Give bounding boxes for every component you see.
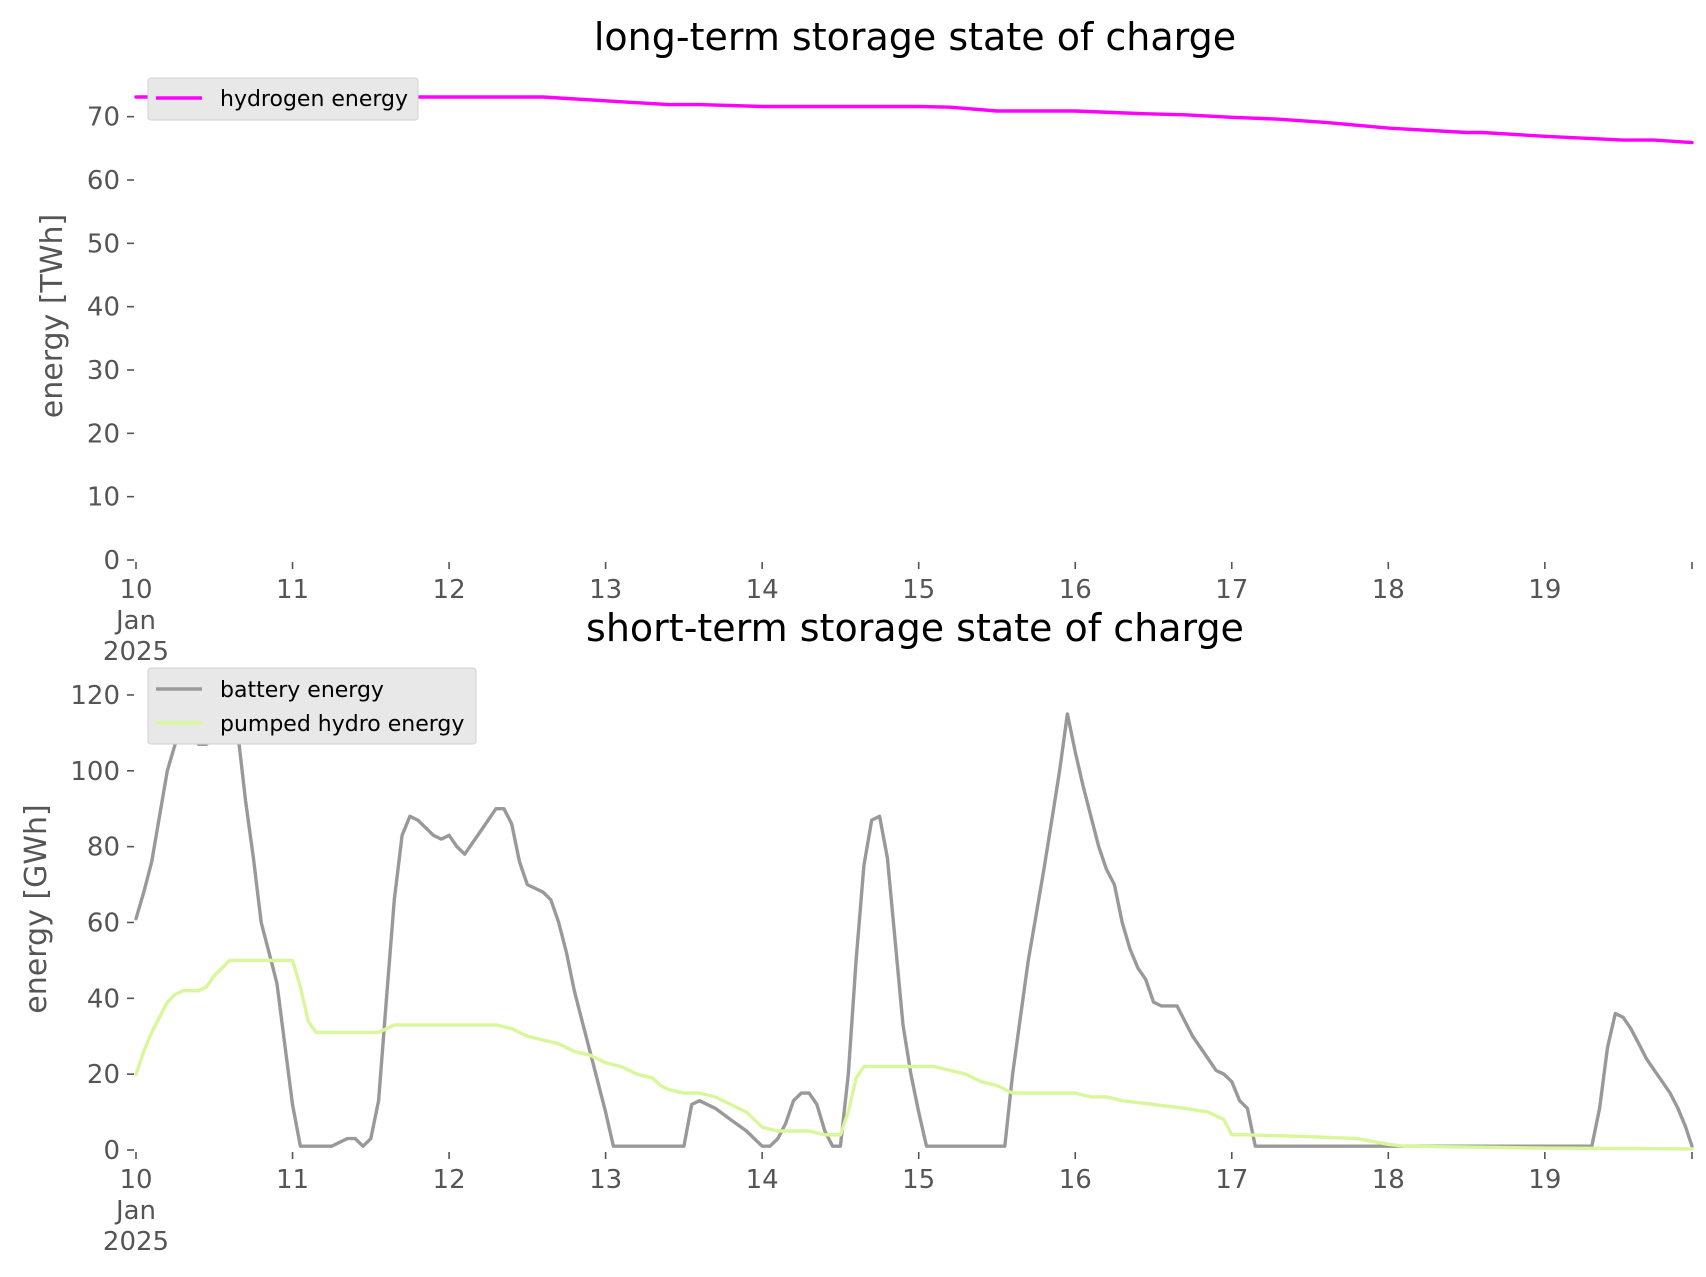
x-tick-label: Jan [114, 606, 156, 636]
long-term-legend: hydrogen energy [147, 77, 419, 121]
x-tick-label: 14 [746, 1165, 779, 1195]
x-tick-label: 19 [1528, 575, 1561, 605]
x-tick-label: 13 [589, 1165, 622, 1195]
x-tick-label: 17 [1215, 575, 1248, 605]
x-tick-label: 16 [1059, 575, 1092, 605]
y-tick-label: 60 [87, 908, 120, 938]
x-tick-label: 2025 [103, 637, 169, 667]
y-tick-label: 0 [103, 546, 120, 576]
x-tick-label: 19 [1528, 1165, 1561, 1195]
x-tick-label: 18 [1372, 575, 1405, 605]
series-line-pumped-hydro-energy [134, 958, 1694, 1151]
long-term-y-ticks: 0 10 20 30 40 50 60 70 [87, 103, 134, 576]
y-tick-label: 60 [87, 166, 120, 196]
legend-label-hydrogen-energy: hydrogen energy [220, 87, 408, 112]
short-term-series-lines [134, 693, 1694, 1151]
y-tick-label: 20 [87, 1060, 120, 1090]
y-tick-label: 100 [70, 757, 120, 787]
x-tick-label: 11 [276, 575, 309, 605]
short-term-legend-box [147, 667, 477, 745]
x-tick-label: 15 [902, 1165, 935, 1195]
series-line-battery-energy [134, 693, 1694, 1148]
short-term-y-ticks: 0 20 40 60 80 100 120 [70, 681, 134, 1166]
y-tick-label: 20 [87, 419, 120, 449]
long-term-legend-box [147, 77, 419, 121]
long-term-chart-title: long-term storage state of charge [594, 15, 1236, 59]
x-tick-label: 18 [1372, 1165, 1405, 1195]
x-tick-label: 12 [433, 1165, 466, 1195]
x-tick-label: 10 [119, 575, 152, 605]
y-tick-label: 80 [87, 833, 120, 863]
short-term-chart-title: short-term storage state of charge [586, 606, 1244, 650]
short-term-y-axis-label: energy [GWh] [19, 804, 54, 1013]
short-term-legend: battery energy pumped hydro energy [147, 667, 477, 745]
x-tick-label: 10 [119, 1165, 152, 1195]
series-line-hydrogen-energy [134, 95, 1694, 145]
y-tick-label: 30 [87, 356, 120, 386]
legend-label-battery-energy: battery energy [220, 678, 384, 703]
x-tick-label: 12 [433, 575, 466, 605]
short-term-storage-panel: short-term storage state of charge energ… [19, 606, 1694, 1257]
x-tick-label: 17 [1215, 1165, 1248, 1195]
long-term-y-axis-label: energy [TWh] [35, 214, 70, 418]
x-tick-label: 15 [902, 575, 935, 605]
x-tick-label: 13 [589, 575, 622, 605]
y-tick-label: 10 [87, 483, 120, 513]
legend-label-pumped-hydro-energy: pumped hydro energy [220, 712, 464, 737]
y-tick-label: 50 [87, 229, 120, 259]
y-tick-label: 120 [70, 681, 120, 711]
y-tick-label: 0 [103, 1136, 120, 1166]
x-tick-label: 16 [1059, 1165, 1092, 1195]
long-term-series-lines [134, 95, 1694, 145]
y-tick-label: 70 [87, 103, 120, 133]
x-tick-label: 14 [746, 575, 779, 605]
y-tick-label: 40 [87, 984, 120, 1014]
long-term-storage-panel: long-term storage state of charge energy… [35, 15, 1694, 667]
x-tick-label: Jan [114, 1196, 156, 1226]
x-tick-label: 2025 [103, 1227, 169, 1257]
y-tick-label: 40 [87, 293, 120, 323]
x-tick-label: 11 [276, 1165, 309, 1195]
